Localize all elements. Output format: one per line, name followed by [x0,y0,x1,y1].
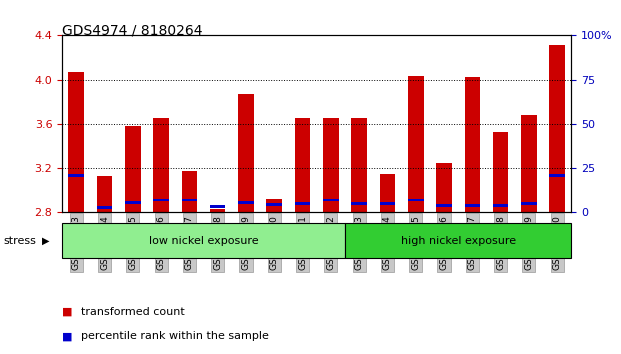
Bar [550,45,565,212]
Bar [238,94,254,212]
Bar [351,202,367,205]
Bar [323,199,338,201]
Bar [521,115,537,212]
Bar [181,199,197,201]
Text: ■: ■ [62,307,73,316]
Bar [345,223,571,258]
Bar [210,209,225,212]
Bar [266,203,282,206]
Bar [62,223,345,258]
Bar [550,174,565,177]
Bar [97,206,112,209]
Bar [125,201,140,204]
Text: percentile rank within the sample: percentile rank within the sample [81,331,269,341]
Bar [465,204,480,207]
Bar [295,118,310,212]
Bar [493,204,509,207]
Bar [153,199,169,201]
Bar [436,204,452,207]
Text: low nickel exposure: low nickel exposure [149,236,258,246]
Text: ■: ■ [62,331,73,341]
Text: high nickel exposure: high nickel exposure [401,236,515,246]
Text: ▶: ▶ [42,236,50,246]
Bar [266,199,282,212]
Bar [379,202,395,205]
Bar [210,205,225,208]
Bar [295,202,310,205]
Text: GDS4974 / 8180264: GDS4974 / 8180264 [62,23,202,37]
Bar [181,171,197,212]
Bar [493,132,509,212]
Bar [125,126,140,212]
Text: transformed count: transformed count [81,307,184,316]
Bar [68,72,84,212]
Bar [351,118,367,212]
Bar [436,162,452,212]
Bar [97,176,112,212]
Text: stress: stress [3,236,36,246]
Bar [521,202,537,205]
Bar [323,118,338,212]
Bar [68,174,84,177]
Bar [408,76,424,212]
Bar [153,118,169,212]
Bar [238,201,254,204]
Bar [408,199,424,201]
Bar [465,78,480,212]
Bar [379,174,395,212]
